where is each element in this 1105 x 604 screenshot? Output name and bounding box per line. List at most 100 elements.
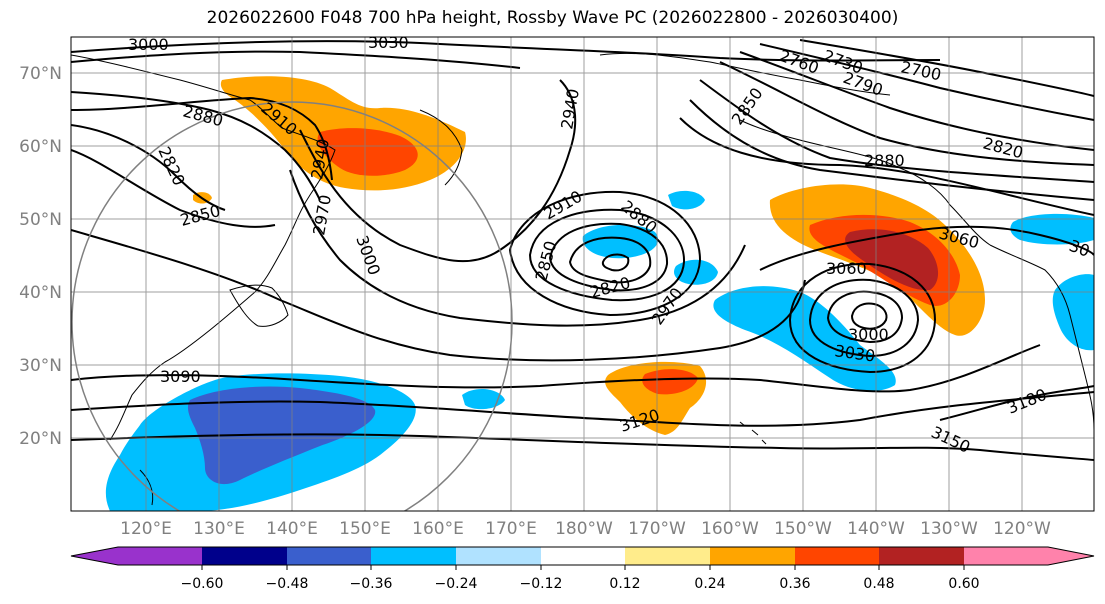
colorbar-segment-3 (371, 547, 456, 565)
colorbar-segment-0 (71, 547, 202, 565)
contour-2850-west (71, 149, 276, 228)
contour-low-4 (568, 236, 652, 284)
coastline-japan (229, 284, 289, 327)
contour-label-2880-center: 2880 (864, 151, 905, 170)
contour-2700 (799, 39, 1094, 97)
contour-low-2 (528, 208, 686, 302)
lon-label-160e: 160°E (412, 519, 464, 539)
lon-label-120e: 120°E (120, 519, 172, 539)
contour-2970 (289, 169, 746, 327)
lon-label-140e: 140°E (266, 519, 318, 539)
colorbar-segment-9 (879, 547, 964, 565)
strong-positive-region-okhotsk (317, 128, 418, 176)
negative-anomaly-region-west-coast (1052, 274, 1094, 351)
contour-2850-east (689, 99, 1094, 201)
contour-low-outer (508, 190, 702, 317)
colorbar-tick-label: 0.24 (694, 576, 725, 592)
contour-high-2 (808, 278, 920, 358)
contour-2940 (299, 79, 577, 263)
lon-label-180w: 180°W (555, 519, 613, 539)
colorbar-segment-7 (710, 547, 795, 565)
contour-label-3000-high: 3000 (848, 325, 889, 344)
coastline-kamchatka (419, 109, 463, 186)
lon-label-130e: 130°E (193, 519, 245, 539)
contour-3000-north (71, 50, 521, 69)
height-contours (71, 39, 1094, 461)
latitude-labels: 70°N 60°N 50°N 40°N 30°N 20°N (19, 64, 62, 449)
colorbar-tick-label: −0.36 (350, 576, 393, 592)
colorbar-segment-1 (202, 547, 287, 565)
contour-3090 (71, 344, 1041, 393)
contour-3000-center (71, 229, 806, 362)
coastline-alaska (739, 119, 991, 246)
negative-anomaly-region-aleutian (582, 224, 659, 259)
contour-3060 (759, 225, 1094, 271)
colorbar-ticks (201, 565, 965, 570)
contour-3120 (71, 391, 1094, 427)
lon-label-120w: 120°W (993, 519, 1051, 539)
colorbar-segment-5 (541, 547, 625, 565)
longitude-labels: 120°E 130°E 140°E 150°E 160°E 170°E 180°… (120, 519, 1051, 539)
colorbar-segment-2 (287, 547, 371, 565)
lon-label-140w: 140°W (847, 519, 905, 539)
region-circle (71, 101, 513, 511)
contour-3150 (71, 433, 1094, 461)
map-title: 2026022600 F048 700 hPa height, Rossby W… (206, 8, 899, 28)
contour-high-3 (826, 290, 904, 344)
lat-label-40n: 40°N (19, 283, 62, 303)
lat-label-30n: 30°N (19, 356, 62, 376)
contour-label-3000-nw: 3000 (128, 35, 169, 54)
strong-positive-region-subtropical (642, 369, 698, 395)
negative-anomaly-region-kamchatka (668, 190, 705, 210)
contour-high-outer (788, 262, 937, 374)
peak-positive-region-gulf-alaska (845, 229, 939, 291)
colorbar-tick-label: 0.12 (609, 576, 640, 592)
colorbar-tick-label: 0.60 (948, 576, 979, 592)
contour-2880-east (679, 117, 1094, 216)
map-plot-area: 3000 3030 2760 2730 2700 2790 2880 2910 … (71, 33, 1094, 511)
colorbar-segment-4 (456, 547, 541, 565)
contour-2910-west (71, 96, 333, 181)
colorbar-segment-8 (795, 547, 879, 565)
colorbar-tick-label: −0.60 (181, 576, 224, 592)
coastline-north-america-west (989, 244, 1094, 431)
lon-label-150e: 150°E (339, 519, 391, 539)
lat-label-60n: 60°N (19, 137, 62, 157)
lon-label-170e: 170°E (485, 519, 537, 539)
map-frame (70, 36, 1095, 512)
contour-2730 (759, 43, 1094, 121)
colorbar-outline (70, 546, 1095, 566)
colorbar-segment-10 (964, 547, 1094, 565)
coastline-asia (71, 54, 336, 441)
colorbar-tick-label: −0.12 (520, 576, 563, 592)
contour-label-3060-west: 3060 (826, 259, 867, 278)
contour-3030 (71, 40, 941, 62)
colorbar-tick-label: −0.24 (435, 576, 478, 592)
lon-label-170w: 170°W (628, 519, 686, 539)
lat-label-20n: 20°N (19, 429, 62, 449)
contour-low-center (601, 253, 630, 272)
contour-2760 (739, 51, 1094, 151)
lat-label-50n: 50°N (19, 210, 62, 230)
contour-high-center (850, 302, 888, 330)
graticule (71, 37, 1094, 511)
lon-label-150w: 150°W (774, 519, 832, 539)
negative-anomaly-region-east (462, 388, 505, 410)
colorbar-tick-label: −0.48 (266, 576, 309, 592)
lon-label-130w: 130°W (920, 519, 978, 539)
colorbar-tick-label: 0.48 (863, 576, 894, 592)
contour-3180 (939, 385, 1094, 421)
contour-2880-west (71, 91, 321, 201)
lat-label-70n: 70°N (19, 64, 62, 84)
negative-anomaly-region-gulf-coast (1010, 213, 1094, 245)
coastline-philippines (139, 469, 154, 506)
colorbar-tick-label: 0.36 (779, 576, 810, 592)
contour-label-3030: 3030 (368, 33, 409, 52)
contour-label-3090: 3090 (160, 367, 201, 386)
negative-anomaly-region-north-pacific (674, 259, 718, 285)
colorbar-segment-6 (625, 547, 710, 565)
lon-label-160w: 160°W (701, 519, 759, 539)
contour-2820-west (71, 124, 226, 211)
contour-2820-east (699, 79, 1094, 183)
